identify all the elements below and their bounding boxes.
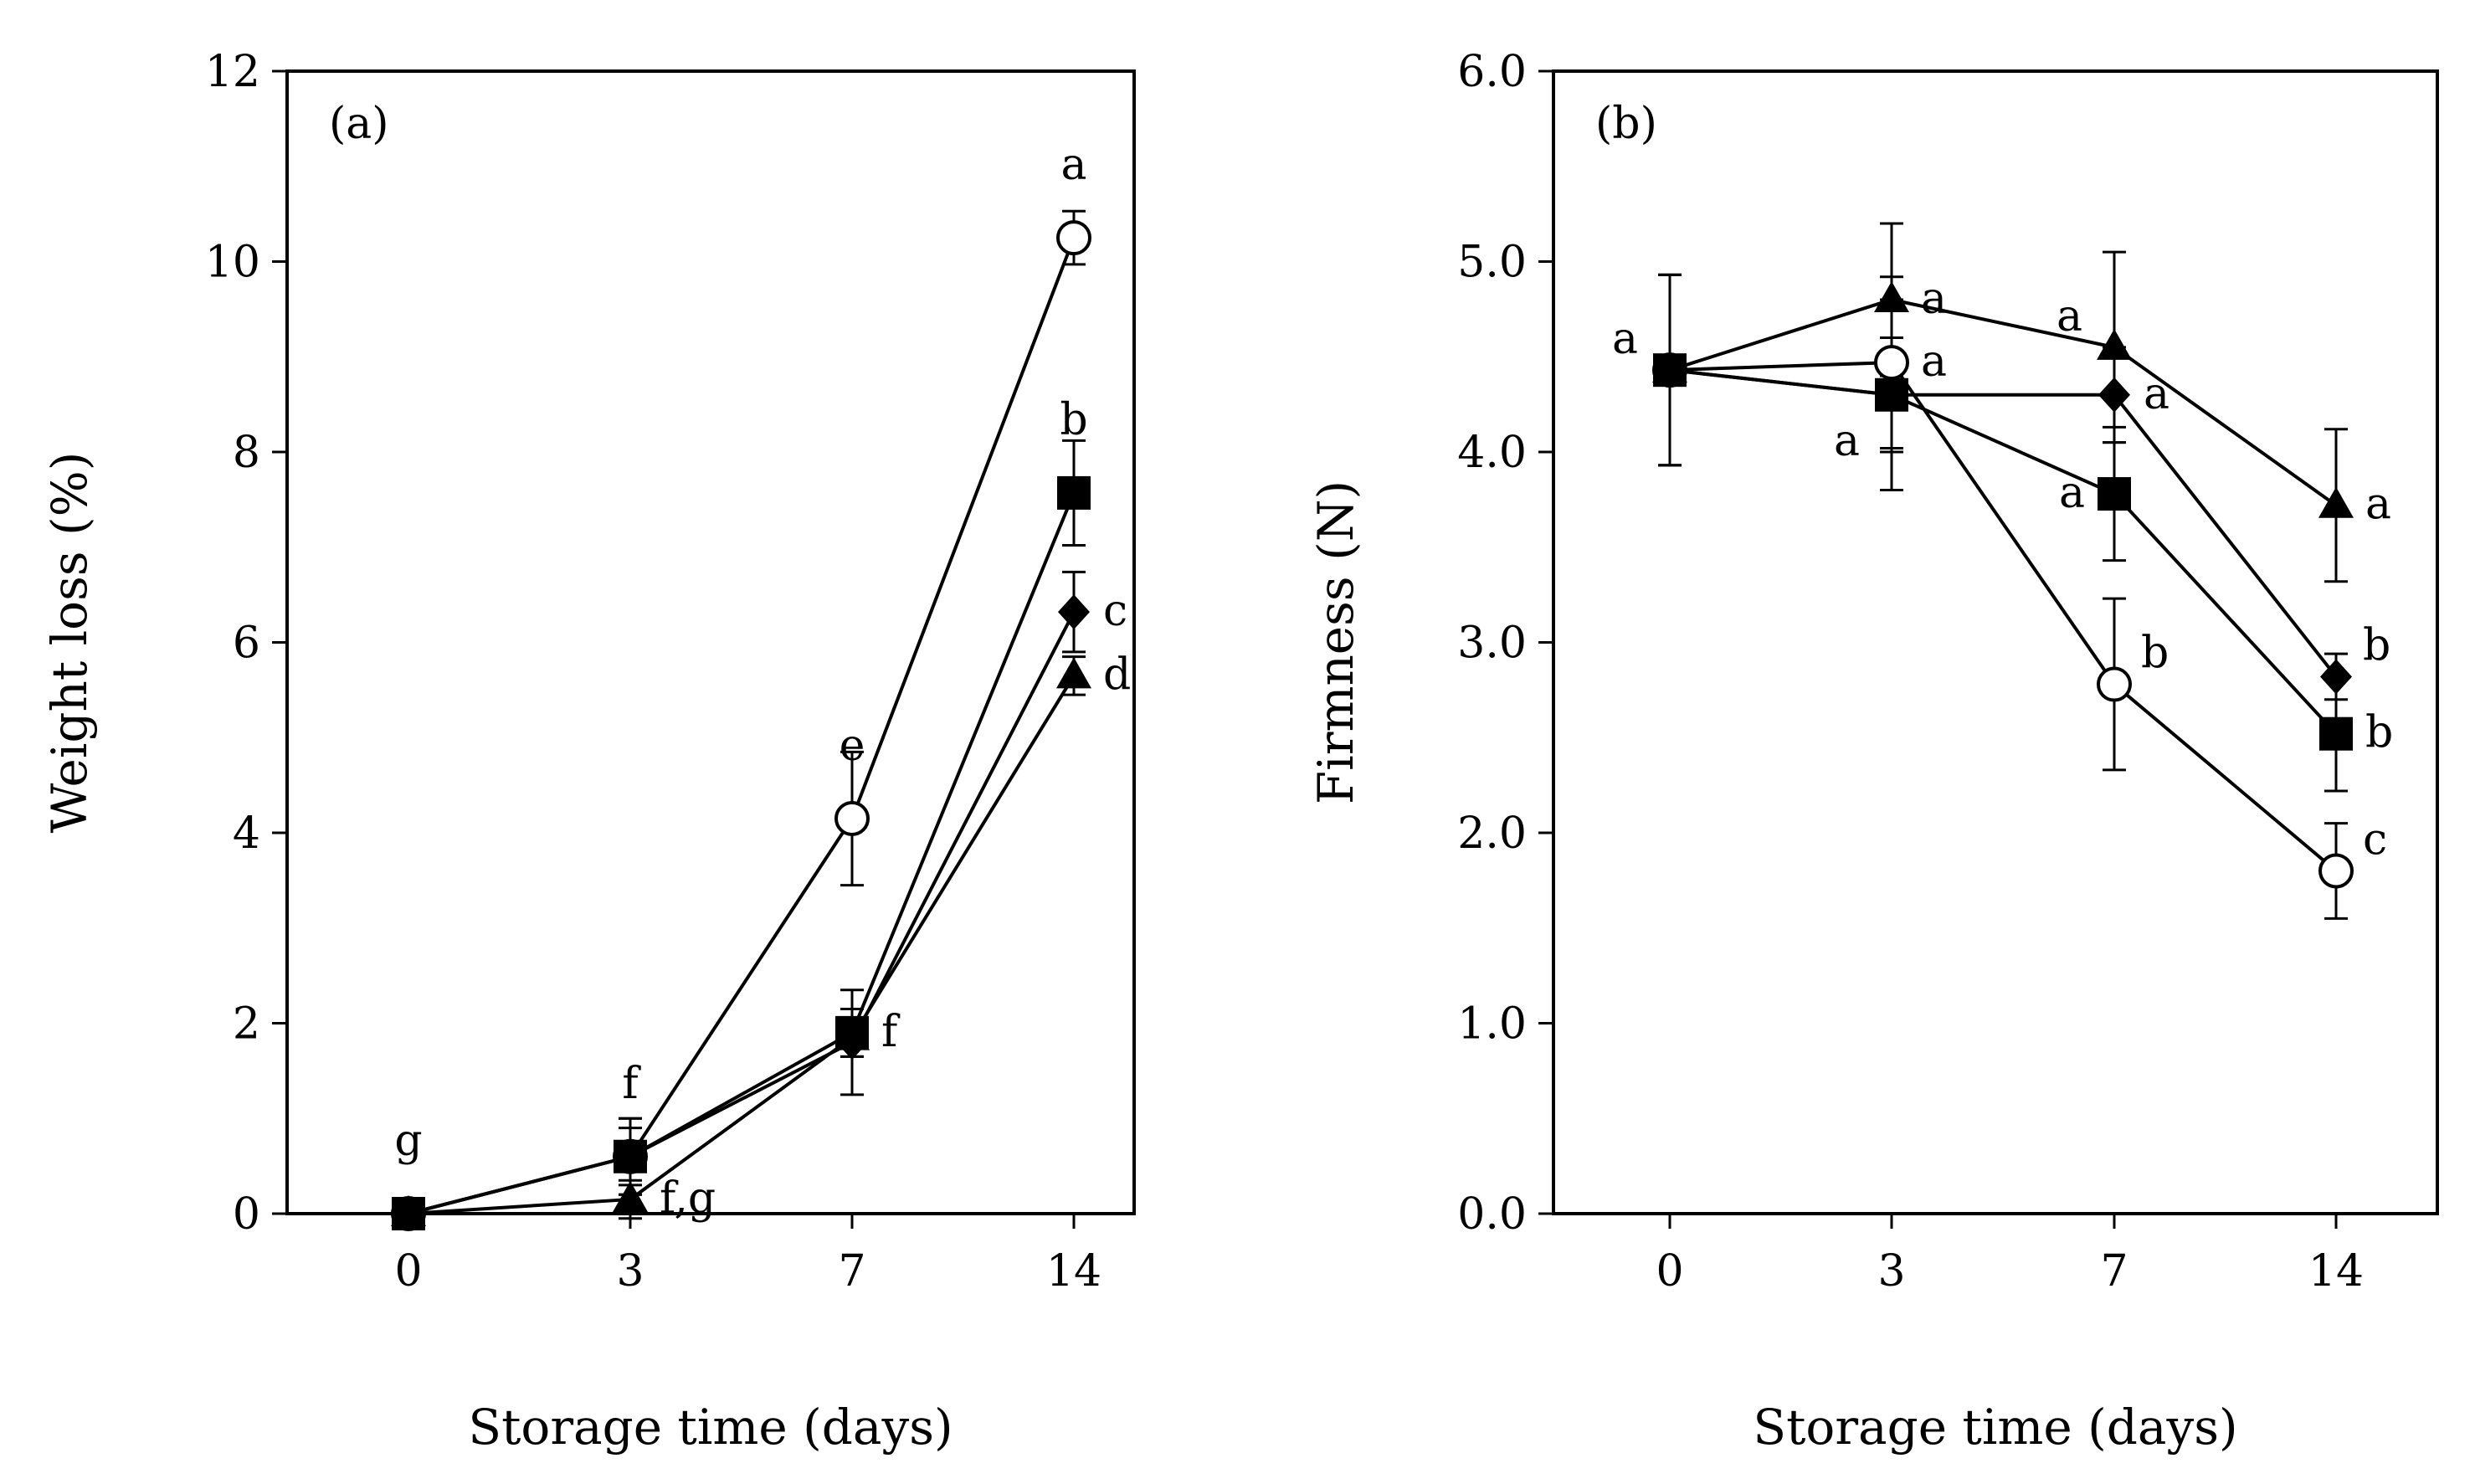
significance-label: a [2059, 468, 2085, 518]
x-tick-label: 7 [2100, 1246, 2128, 1297]
data-point-open-circle [1056, 220, 1091, 256]
significance-label: c [2363, 815, 2387, 865]
data-point-filled-diamond [614, 1138, 646, 1174]
data-point-open-circle [2318, 853, 2354, 889]
significance-label: a [1921, 336, 1947, 387]
data-point-filled-square [1057, 475, 1091, 510]
significance-label: f,g [660, 1173, 716, 1224]
x-tick-label: 0 [1656, 1246, 1683, 1297]
y-tick-label: 2.0 [1457, 809, 1527, 859]
significance-label: b [2363, 620, 2390, 670]
data-point-filled-triangle [2097, 328, 2132, 360]
data-point-open-circle [2097, 666, 2132, 702]
data-point-filled-triangle [1056, 657, 1091, 689]
data-point-filled-triangle [391, 1195, 426, 1226]
data-point-filled-triangle [834, 1019, 870, 1050]
data-point-filled-square [2098, 477, 2131, 511]
data-point-filled-triangle [613, 1180, 648, 1212]
significance-label: c [1103, 586, 1127, 636]
significance-label: d [1103, 650, 1131, 700]
series-line-open-circle [408, 237, 1076, 1215]
y-tick-label: 10 [205, 238, 260, 288]
series-line-filled-triangle [408, 675, 1076, 1215]
panel-label: (a) [329, 99, 389, 149]
chart-panel-a [272, 69, 1136, 1231]
significance-label: a [1834, 416, 1860, 466]
x-tick-label: 14 [1046, 1246, 1101, 1297]
significance-label: a [1921, 274, 1947, 324]
significance-label: g [394, 1116, 422, 1166]
y-tick-label: 8 [233, 428, 260, 478]
data-point-filled-triangle [2318, 486, 2354, 518]
y-tick-label: 5.0 [1457, 238, 1527, 288]
data-point-filled-diamond [1058, 594, 1090, 630]
x-axis-title: Storage time (days) [468, 1399, 953, 1456]
significance-label: f [881, 1007, 901, 1057]
significance-label: b [2141, 629, 2169, 679]
series-line-open-circle [1669, 361, 2338, 873]
significance-label: f [622, 1059, 641, 1109]
y-tick-label: 3.0 [1457, 619, 1527, 669]
chart-panel-b [1538, 69, 2439, 1229]
data-point-filled-square [1653, 353, 1687, 388]
significance-label: a [1612, 314, 1638, 364]
y-tick-label: 6.0 [1457, 47, 1527, 97]
data-point-filled-square [1875, 377, 1908, 412]
x-tick-label: 3 [1877, 1246, 1905, 1297]
significance-label: b [2365, 708, 2393, 758]
panel-label: (b) [1595, 99, 1657, 149]
significance-label: e [840, 721, 865, 771]
significance-label: b [1060, 395, 1087, 445]
significance-label: a [2144, 369, 2169, 419]
significance-label: a [1060, 140, 1086, 190]
x-tick-label: 7 [838, 1246, 865, 1297]
series-line-filled-square [1669, 368, 2338, 736]
significance-label: a [2365, 480, 2391, 530]
y-tick-label: 12 [205, 47, 260, 97]
y-tick-label: 1.0 [1457, 999, 1527, 1050]
y-tick-label: 0.0 [1457, 1189, 1527, 1240]
x-axis-title: Storage time (days) [1753, 1399, 2237, 1456]
y-tick-label: 6 [233, 619, 260, 669]
x-tick-label: 0 [394, 1246, 422, 1297]
series-line-filled-triangle [1669, 297, 2338, 507]
series-line-filled-square [408, 492, 1076, 1215]
data-point-filled-square [2319, 716, 2353, 751]
significance-label: a [2057, 291, 2082, 341]
y-axis-title: Weight loss (%) [41, 452, 98, 834]
y-tick-label: 0 [233, 1189, 260, 1240]
plot-frame [285, 69, 1136, 1215]
data-point-filled-triangle [1874, 281, 1909, 312]
y-tick-label: 4.0 [1457, 428, 1527, 478]
series-line-filled-diamond [408, 611, 1076, 1215]
x-tick-label: 14 [2308, 1246, 2364, 1297]
data-point-open-circle [834, 800, 870, 836]
data-point-filled-diamond [2098, 377, 2130, 413]
x-tick-label: 3 [616, 1246, 644, 1297]
data-point-open-circle [1874, 345, 1909, 381]
data-point-filled-diamond [2320, 659, 2352, 695]
y-tick-label: 4 [233, 809, 260, 859]
plot-frame [1552, 69, 2439, 1215]
y-tick-label: 2 [233, 999, 260, 1050]
y-axis-title: Firmness (N) [1307, 480, 1364, 804]
